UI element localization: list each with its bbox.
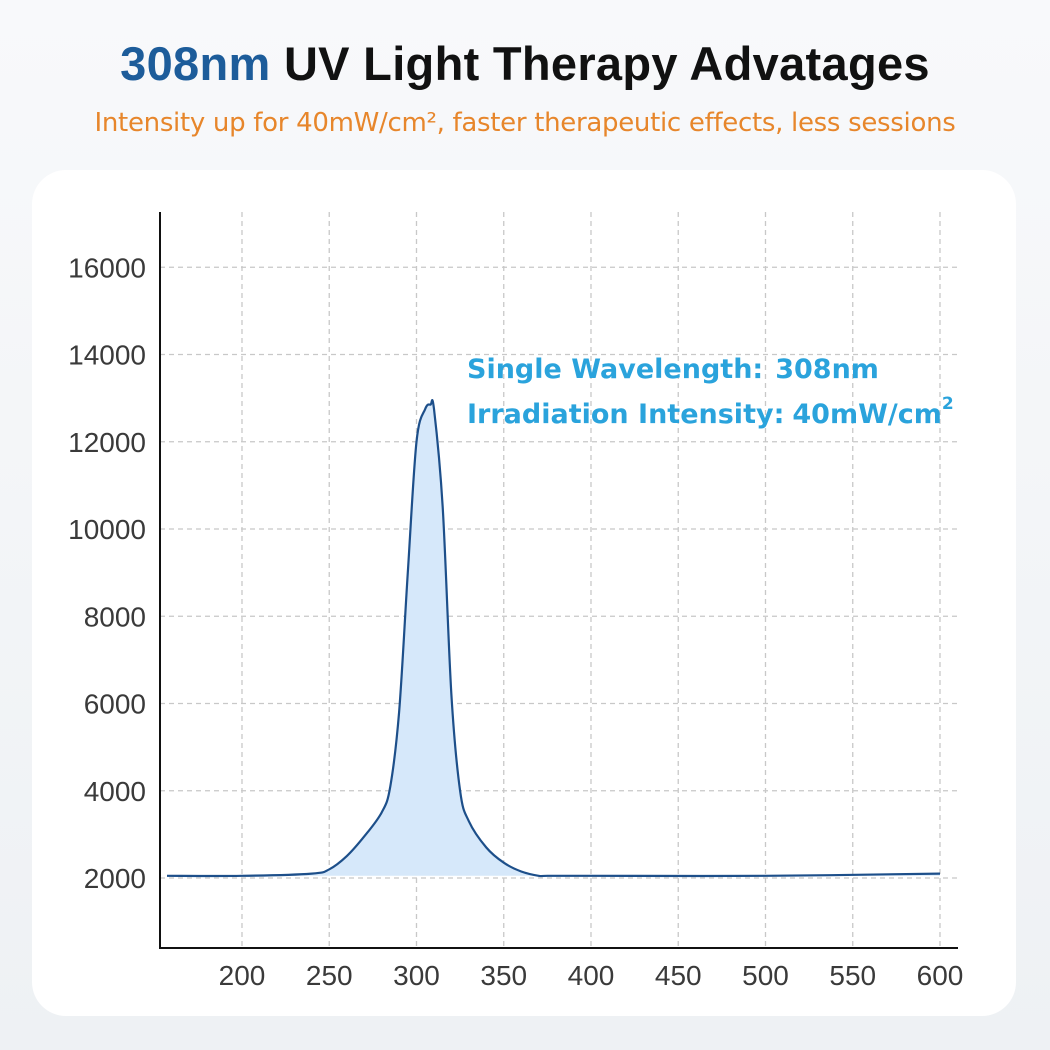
x-tick-label: 400 [568,960,615,991]
x-tick-label: 200 [219,960,266,991]
spectrum-line [166,399,941,878]
x-tick-label: 450 [655,960,702,991]
x-tick-label: 350 [480,960,527,991]
annotation-intensity: Irradiation Intensity: 40mW/cm2 [467,394,954,430]
y-tick-label: 4000 [84,776,146,807]
x-tick-label: 600 [917,960,964,991]
grid [160,212,958,948]
y-tick-label: 2000 [84,863,146,894]
y-tick-label: 14000 [68,340,146,371]
page-title: 308nm UV Light Therapy Advatages [0,36,1050,91]
y-tick-label: 12000 [68,427,146,458]
title-main: UV Light Therapy Advatages [283,37,930,90]
page-subtitle: Intensity up for 40mW/cm², faster therap… [94,108,956,138]
x-tick-label: 250 [306,960,353,991]
x-tick-label: 300 [393,960,440,991]
spectrum-area [167,400,940,877]
annotation-wavelength: Single Wavelength: 308nm [467,354,879,385]
x-tick-label: 500 [742,960,789,991]
tick-labels: 200 250 300 350 400 450 500 550 600 2000 4000 6000 8… [68,252,963,991]
y-tick-label: 10000 [68,514,146,545]
title-accent: 308nm [120,37,271,90]
y-tick-label: 16000 [68,252,146,283]
y-tick-label: 8000 [84,601,146,632]
y-tick-label: 6000 [84,689,146,720]
x-tick-label: 550 [829,960,876,991]
